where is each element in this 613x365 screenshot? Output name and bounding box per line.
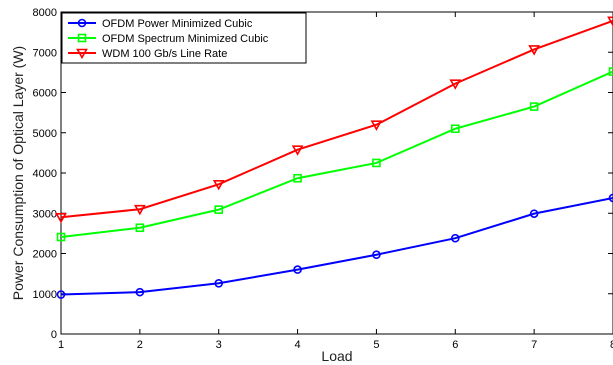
legend-marker <box>77 18 87 28</box>
y-tick-label: 4000 <box>33 168 57 180</box>
y-tick-label: 5000 <box>33 128 57 140</box>
y-tick-label: 7000 <box>33 47 57 59</box>
series-layer <box>55 16 613 299</box>
data-point <box>135 287 145 297</box>
series-line <box>60 70 613 238</box>
legend-item: OFDM Spectrum Minimized Cubic <box>68 33 269 45</box>
series-1 <box>56 193 613 299</box>
y-tick-label: 0 <box>51 329 57 341</box>
data-point <box>528 45 541 56</box>
legend-box <box>61 12 307 64</box>
x-tick-label: 5 <box>373 339 379 351</box>
y-tick-label: 1000 <box>33 289 57 301</box>
legend-marker <box>77 33 87 43</box>
series-line <box>60 196 613 296</box>
x-axis-title: Load <box>321 348 352 364</box>
data-point <box>608 193 613 203</box>
data-point <box>135 223 145 233</box>
series-line <box>60 19 613 219</box>
y-axis-title: Power Consumption of Optical Layer (W) <box>10 46 26 300</box>
data-point <box>214 278 224 288</box>
x-tick-label: 8 <box>610 339 613 351</box>
legend-item: OFDM Power Minimized Cubic <box>68 18 253 30</box>
x-tick-label: 2 <box>137 339 143 351</box>
data-point <box>372 158 381 168</box>
data-point <box>607 16 613 27</box>
data-point <box>608 67 613 76</box>
data-point <box>372 250 381 260</box>
x-tick-label: 7 <box>531 339 537 351</box>
x-tick-label: 4 <box>295 339 301 351</box>
data-point <box>214 205 224 214</box>
legend-label: OFDM Power Minimized Cubic <box>102 18 253 30</box>
y-tick-label: 2000 <box>33 249 57 261</box>
series-3 <box>55 16 613 224</box>
data-point <box>370 120 383 131</box>
data-point <box>55 212 67 224</box>
data-point <box>293 173 302 183</box>
x-tick-label: 1 <box>58 339 64 351</box>
data-point <box>56 232 66 242</box>
legend-label: OFDM Spectrum Minimized Cubic <box>102 33 269 45</box>
series-2 <box>56 67 613 242</box>
data-point <box>450 233 460 243</box>
plot-area <box>60 11 613 335</box>
data-point <box>291 145 304 156</box>
y-axis-ticks: 0 1000 2000 3000 4000 5000 6000 7000 8000 <box>33 7 613 341</box>
x-tick-label: 3 <box>216 339 222 351</box>
data-point <box>450 124 460 134</box>
data-point <box>529 209 539 218</box>
x-tick-label: 6 <box>452 339 458 351</box>
y-tick-label: 8000 <box>33 7 57 19</box>
legend: OFDM Power Minimized Cubic OFDM Spectrum … <box>61 12 307 64</box>
data-point <box>212 179 225 191</box>
data-point <box>529 102 539 111</box>
y-tick-label: 3000 <box>33 208 57 220</box>
data-point <box>293 265 302 274</box>
legend-label: WDM 100 Gb/s Line Rate <box>102 48 227 60</box>
data-point <box>56 290 66 299</box>
legend-marker <box>76 48 88 60</box>
data-point <box>449 79 462 90</box>
y-tick-label: 6000 <box>33 88 57 100</box>
data-point <box>133 204 146 216</box>
legend-item: WDM 100 Gb/s Line Rate <box>68 48 227 60</box>
plot-frame <box>60 11 613 335</box>
